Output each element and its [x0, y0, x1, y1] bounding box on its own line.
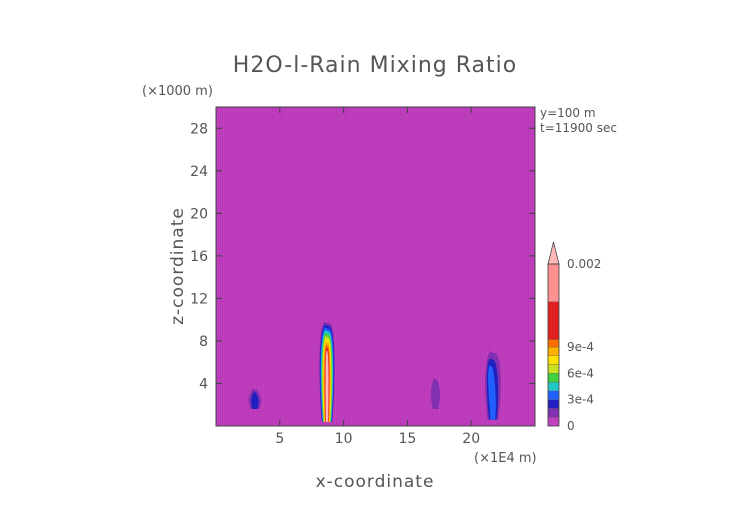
colorbar-band	[547, 408, 560, 418]
x-tick-label: 5	[275, 431, 284, 447]
colorbar-band	[547, 381, 560, 392]
colorbar-band	[547, 339, 560, 348]
x-axis: 5 10 15 20	[275, 107, 480, 447]
chart-title: H2O-l-Rain Mixing Ratio	[233, 53, 517, 78]
colorbar-tick-label: 6e-4	[567, 366, 594, 380]
x-tick-label: 10	[335, 431, 353, 447]
rain-feature-3	[248, 388, 262, 410]
rain-feature-1	[319, 321, 335, 422]
x-tick-label: 15	[398, 431, 416, 447]
x-axis-label: x-coordinate	[316, 472, 435, 492]
y-tick-label: 24	[190, 164, 208, 180]
y-tick-label: 28	[190, 121, 208, 137]
colorbar-band	[547, 399, 560, 409]
colorbar-band	[547, 364, 560, 374]
plot-area	[216, 107, 535, 426]
x-scale-note: (×1E4 m)	[474, 451, 537, 466]
plot-frame	[215, 106, 536, 427]
info-line-t: t=11900 sec	[540, 121, 617, 135]
colorbar-band	[547, 301, 560, 340]
colorbar: 0 3e-4 6e-4 9e-4 0.002	[547, 241, 601, 433]
y-tick-label: 16	[190, 249, 208, 265]
colorbar-band	[547, 417, 560, 427]
colorbar-frame	[547, 263, 560, 427]
y-tick-label: 8	[199, 334, 208, 350]
y-axis: 4 8 12 16 20 24 28	[190, 121, 535, 392]
colorbar-tick-label: 0.002	[567, 257, 601, 271]
contour-band	[431, 378, 440, 410]
colorbar-band	[547, 390, 560, 400]
contour-band	[251, 391, 259, 410]
data-features	[248, 321, 501, 422]
colorbar-band	[547, 355, 560, 365]
colorbar-tick-label: 9e-4	[567, 340, 594, 354]
colorbar-band	[547, 373, 560, 383]
y-tick-label: 4	[199, 376, 208, 392]
colorbar-band	[547, 263, 560, 302]
y-scale-note: (×1000 m)	[142, 84, 213, 99]
contour-band	[325, 352, 329, 422]
info-line-y: y=100 m	[540, 106, 596, 120]
y-tick-label: 20	[190, 206, 208, 222]
x-tick-label: 20	[462, 431, 480, 447]
rain-feature-4	[431, 378, 440, 410]
y-tick-label: 12	[190, 291, 208, 307]
y-axis-label: z-coordinate	[168, 207, 188, 325]
colorbar-tick-label: 3e-4	[567, 393, 594, 407]
contour-band	[488, 365, 496, 420]
colorbar-band	[547, 346, 560, 356]
colorbar-over-arrow	[547, 241, 560, 265]
rain-feature-2	[485, 351, 501, 420]
colorbar-tick-label: 0	[567, 419, 575, 433]
